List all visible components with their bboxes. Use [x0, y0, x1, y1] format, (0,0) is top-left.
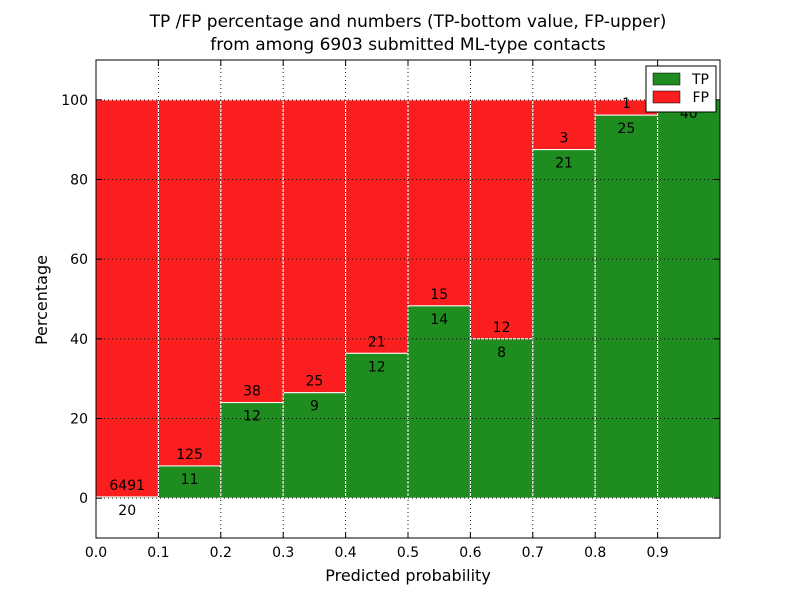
- bar-segment-fp-2: [220, 99, 284, 404]
- fp-count-label-7: 3: [560, 131, 569, 147]
- x-tick-label-0.2: 0.2: [210, 545, 232, 561]
- y-axis-label: Percentage: [32, 255, 51, 345]
- legend-swatch-fp: [652, 90, 681, 104]
- legend: TP FP: [645, 65, 717, 113]
- bar-segment-tp-6: [469, 338, 534, 499]
- x-tick-label-0.7: 0.7: [522, 545, 544, 561]
- bar-segment-fp-6: [469, 99, 534, 340]
- bar-segment-tp-8: [594, 114, 659, 499]
- x-tick-label-0.5: 0.5: [397, 545, 419, 561]
- tp-count-label-4: 12: [368, 359, 386, 375]
- bar-segment-tp-9: [657, 99, 721, 499]
- fp-count-label-3: 25: [305, 374, 323, 390]
- tp-count-label-6: 8: [497, 345, 506, 361]
- y-tick-label-40: 40: [70, 332, 88, 348]
- fp-count-label-1: 125: [176, 447, 203, 463]
- x-tick-label-0.3: 0.3: [272, 545, 294, 561]
- bar-segment-tp-1: [157, 465, 222, 499]
- x-tick-label-0.6: 0.6: [459, 545, 481, 561]
- legend-label-tp: TP: [691, 72, 709, 88]
- bar-segment-tp-0: [95, 496, 159, 499]
- bar-segment-fp-5: [407, 99, 471, 307]
- bar-segment-tp-4: [345, 352, 409, 499]
- x-tick-label-0.9: 0.9: [646, 545, 668, 561]
- y-tick-label-20: 20: [70, 412, 88, 428]
- chart-title-line2: from among 6903 submitted ML-type contac…: [210, 35, 606, 55]
- legend-swatch-tp: [652, 72, 681, 86]
- bar-segment-fp-0: [95, 99, 159, 498]
- fp-count-label-0: 6491: [109, 478, 145, 494]
- grid-layer: [96, 60, 720, 538]
- bar-segment-tp-5: [407, 305, 471, 499]
- fp-count-label-6: 12: [493, 320, 511, 336]
- tp-count-label-2: 12: [243, 409, 261, 425]
- fp-count-label-8: 1: [622, 96, 631, 112]
- chart-title-line1: TP /FP percentage and numbers (TP-bottom…: [149, 12, 667, 32]
- bar-segment-fp-3: [282, 99, 347, 394]
- axes-frame: [95, 59, 721, 539]
- y-tick-label-100: 100: [61, 93, 88, 109]
- x-axis-label: Predicted probability: [325, 566, 491, 585]
- bar-segment-fp-4: [345, 99, 409, 354]
- bar-segment-tp-7: [532, 149, 596, 499]
- tick-labels: 0.0 0.1 0.2 0.3 0.4 0.5 0.6 0.7 0.8 0.9 0 20 40 60 80 1…: [61, 93, 668, 561]
- tp-count-label-7: 21: [555, 156, 573, 172]
- fp-count-label-5: 15: [430, 287, 448, 303]
- bars-layer: [95, 99, 721, 499]
- tp-count-label-0: 20: [118, 503, 136, 519]
- tp-count-label-5: 14: [430, 312, 448, 328]
- bar-segment-tp-3: [282, 392, 347, 499]
- x-tick-label-0.1: 0.1: [147, 545, 169, 561]
- y-tick-label-0: 0: [79, 491, 88, 507]
- x-tick-label-0.4: 0.4: [334, 545, 356, 561]
- bar-segment-fp-1: [157, 99, 222, 467]
- y-tick-label-60: 60: [70, 252, 88, 268]
- y-tick-label-80: 80: [70, 173, 88, 189]
- tp-count-label-8: 25: [617, 121, 635, 137]
- tp-count-label-3: 9: [310, 399, 319, 415]
- x-tick-label-0.0: 0.0: [85, 545, 107, 561]
- fp-count-label-2: 38: [243, 384, 261, 400]
- legend-label-fp: FP: [693, 90, 710, 106]
- x-tick-label-0.8: 0.8: [584, 545, 606, 561]
- fp-count-label-4: 21: [368, 334, 386, 350]
- tp-count-label-1: 11: [181, 472, 199, 488]
